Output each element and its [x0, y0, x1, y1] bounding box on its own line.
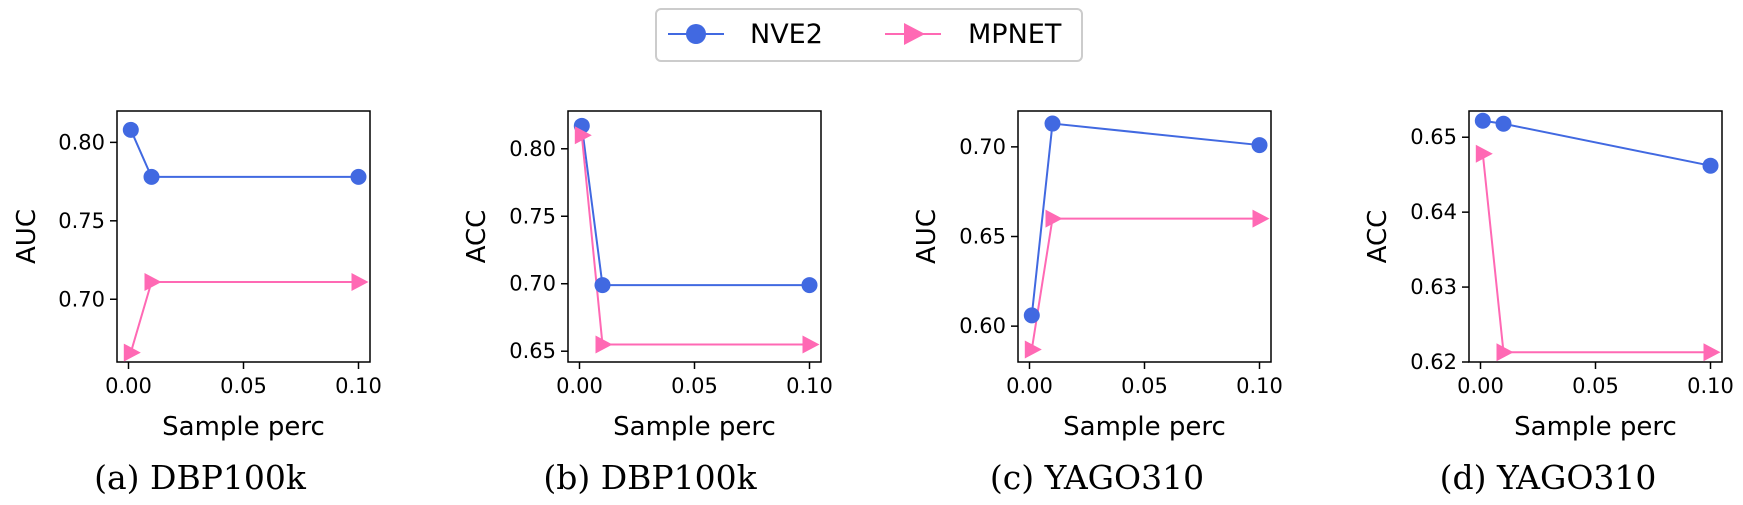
y-tick-label-b-3: 0.80 [509, 137, 556, 161]
x-tick-label-a-2: 0.10 [335, 374, 382, 398]
y-tick-label-d-3: 0.65 [1410, 125, 1457, 149]
caption-c: (c) YAGO310 [990, 458, 1204, 497]
mpnet-point-d-1 [1496, 343, 1514, 362]
plot-area-a [116, 110, 371, 363]
series-markers-nve2-c [1023, 115, 1268, 324]
mpnet-point-c-2 [1252, 209, 1270, 228]
mpnet-point-a-2 [351, 272, 369, 291]
y-tick-label-c-2: 0.70 [959, 135, 1006, 159]
legend-label-mpnet: MPNET [968, 19, 1062, 50]
mpnet-point-b-0 [574, 126, 592, 145]
mpnet-point-d-0 [1475, 144, 1493, 163]
y-tick-label-c-1: 0.65 [959, 225, 1006, 249]
series-markers-nve2-a [122, 121, 367, 185]
x-ticks-b: 0.00 0.05 0.10 [556, 362, 833, 398]
y-tick-label-d-2: 0.64 [1410, 200, 1457, 224]
y-axis-label-b: ACC [462, 210, 492, 264]
caption-a: (a) DBP100k [94, 458, 307, 497]
nve2-point-d-0 [1474, 112, 1491, 129]
plot-area-b [567, 110, 822, 363]
nve2-point-c-1 [1044, 115, 1061, 132]
x-ticks-c: 0.00 0.05 0.10 [1006, 362, 1283, 398]
nve2-point-a-2 [350, 168, 367, 185]
plot-area-c [1017, 110, 1272, 363]
y-ticks-d: 0.62 0.63 0.64 0.65 [1410, 125, 1469, 374]
panel-b: 0.65 0.70 0.75 0.80 0.00 0.05 0.10 ACC Sample… [462, 110, 833, 497]
y-tick-label-b-0: 0.65 [509, 339, 556, 363]
legend-marker-mpnet [904, 23, 925, 45]
panel-a: 0.70 0.75 0.80 0.00 0.05 0.10 AUC Sample per… [12, 110, 382, 497]
nve2-point-d-1 [1495, 115, 1512, 132]
y-tick-label-a-1: 0.75 [58, 209, 105, 233]
legend-entry-mpnet: MPNET [885, 19, 1062, 50]
series-markers-mpnet-b [574, 126, 820, 354]
x-tick-label-d-0: 0.00 [1457, 374, 1504, 398]
x-tick-label-b-2: 0.10 [786, 374, 833, 398]
y-tick-label-d-1: 0.63 [1410, 275, 1457, 299]
plot-area-d [1468, 110, 1723, 363]
legend-frame [655, 8, 1083, 62]
mpnet-point-d-2 [1703, 343, 1721, 362]
caption-b: (b) DBP100k [543, 458, 757, 497]
mpnet-point-a-1 [144, 272, 162, 291]
legend-entry-nve2: NVE2 [668, 19, 823, 50]
nve2-point-a-0 [122, 121, 139, 138]
x-ticks-d: 0.00 0.05 0.10 [1457, 362, 1734, 398]
legend: NVE2 MPNET [655, 8, 1083, 62]
mpnet-point-c-1 [1045, 209, 1063, 228]
mpnet-point-a-0 [123, 343, 141, 362]
x-tick-label-b-0: 0.00 [556, 374, 603, 398]
y-tick-label-a-2: 0.80 [58, 130, 105, 154]
y-tick-label-b-1: 0.70 [509, 272, 556, 296]
mpnet-point-c-0 [1024, 340, 1042, 359]
y-tick-label-a-0: 0.70 [58, 287, 105, 311]
y-tick-label-b-2: 0.75 [509, 204, 556, 228]
nve2-point-a-1 [143, 168, 160, 185]
y-axis-label-c: AUC [912, 209, 942, 264]
series-markers-nve2-b [573, 117, 818, 294]
x-tick-label-b-1: 0.05 [671, 374, 718, 398]
x-axis-label-d: Sample perc [1514, 412, 1677, 442]
x-tick-label-a-0: 0.00 [105, 374, 152, 398]
caption-d: (d) YAGO310 [1440, 458, 1657, 497]
nve2-point-b-1 [594, 277, 611, 294]
nve2-point-b-2 [801, 277, 818, 294]
mpnet-point-b-2 [802, 335, 820, 354]
y-axis-label-d: ACC [1363, 210, 1393, 264]
nve2-point-c-0 [1023, 307, 1040, 324]
x-tick-label-c-2: 0.10 [1236, 374, 1283, 398]
x-tick-label-a-1: 0.05 [220, 374, 267, 398]
x-tick-label-d-2: 0.10 [1687, 374, 1734, 398]
legend-label-nve2: NVE2 [750, 19, 823, 50]
y-ticks-b: 0.65 0.70 0.75 0.80 [509, 137, 568, 363]
x-tick-label-d-1: 0.05 [1572, 374, 1619, 398]
panel-c: 0.60 0.65 0.70 0.00 0.05 0.10 AUC Sample per… [912, 110, 1283, 497]
y-ticks-c: 0.60 0.65 0.70 [959, 135, 1018, 338]
nve2-point-d-2 [1702, 157, 1719, 174]
series-markers-nve2-d [1474, 112, 1719, 174]
x-axis-label-c: Sample perc [1063, 412, 1226, 442]
y-axis-label-a: AUC [12, 209, 42, 264]
y-tick-label-c-0: 0.60 [959, 314, 1006, 338]
series-markers-mpnet-c [1024, 209, 1270, 359]
x-ticks-a: 0.00 0.05 0.10 [105, 362, 382, 398]
panel-d: 0.62 0.63 0.64 0.65 0.00 0.05 0.10 ACC Sample… [1363, 110, 1734, 497]
x-axis-label-a: Sample perc [162, 412, 325, 442]
x-axis-label-b: Sample perc [613, 412, 776, 442]
y-tick-label-d-0: 0.62 [1410, 350, 1457, 374]
x-tick-label-c-1: 0.05 [1121, 374, 1168, 398]
mpnet-point-b-1 [595, 335, 613, 354]
nve2-point-c-2 [1251, 137, 1268, 154]
legend-marker-nve2 [686, 24, 706, 44]
y-ticks-a: 0.70 0.75 0.80 [58, 130, 117, 311]
x-tick-label-c-0: 0.00 [1006, 374, 1053, 398]
series-markers-mpnet-d [1475, 144, 1721, 362]
series-markers-mpnet-a [123, 272, 369, 362]
